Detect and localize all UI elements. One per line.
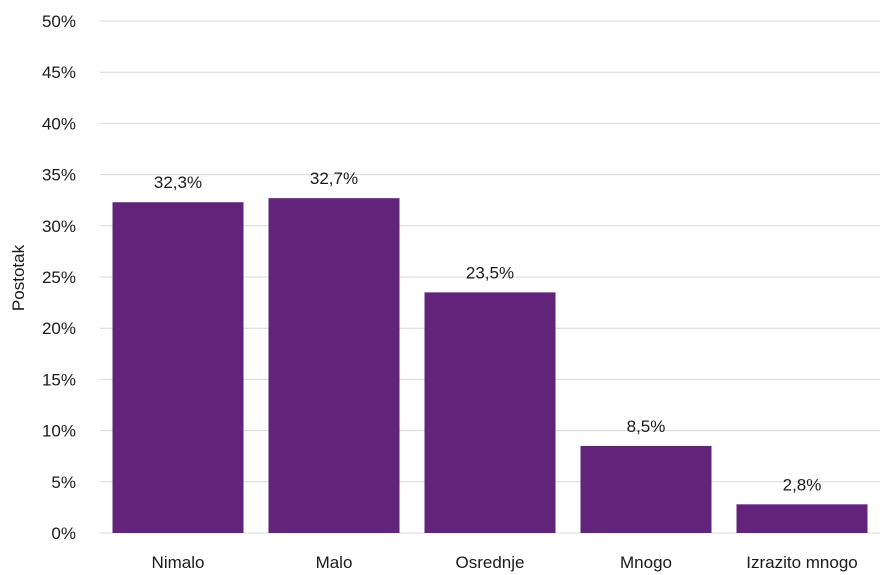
y-axis-ticks: 0% 5% 10% 15% 20% 25% 30% 35% 40% 45% 50% [42, 12, 76, 543]
bars [113, 198, 868, 533]
y-tick-label: 45% [42, 63, 76, 82]
x-tick-label: Nimalo [152, 553, 205, 572]
bar-mnogo [581, 446, 712, 533]
data-label: 8,5% [627, 417, 666, 436]
x-tick-label: Mnogo [620, 553, 672, 572]
y-tick-label: 25% [42, 268, 76, 287]
data-label: 2,8% [783, 475, 822, 494]
x-tick-label: Izrazito mnogo [746, 553, 858, 572]
data-label: 23,5% [466, 263, 514, 282]
y-axis-title: Postotak [9, 244, 28, 311]
y-tick-label: 15% [42, 370, 76, 389]
x-axis-ticks: Nimalo Malo Osrednje Mnogo Izrazito mnogo [152, 553, 858, 572]
y-tick-label: 30% [42, 217, 76, 236]
y-tick-label: 50% [42, 12, 76, 31]
x-tick-label: Malo [316, 553, 353, 572]
y-tick-label: 10% [42, 422, 76, 441]
bar-malo [269, 198, 400, 533]
x-tick-label: Osrednje [456, 553, 525, 572]
bar-nimalo [113, 202, 244, 533]
data-label: 32,3% [154, 173, 202, 192]
data-label: 32,7% [310, 169, 358, 188]
y-tick-label: 35% [42, 166, 76, 185]
y-tick-label: 40% [42, 114, 76, 133]
y-tick-label: 0% [51, 524, 76, 543]
y-tick-label: 20% [42, 319, 76, 338]
bar-izrazito-mnogo [737, 504, 868, 533]
bar-osrednje [425, 292, 556, 533]
y-tick-label: 5% [51, 473, 76, 492]
